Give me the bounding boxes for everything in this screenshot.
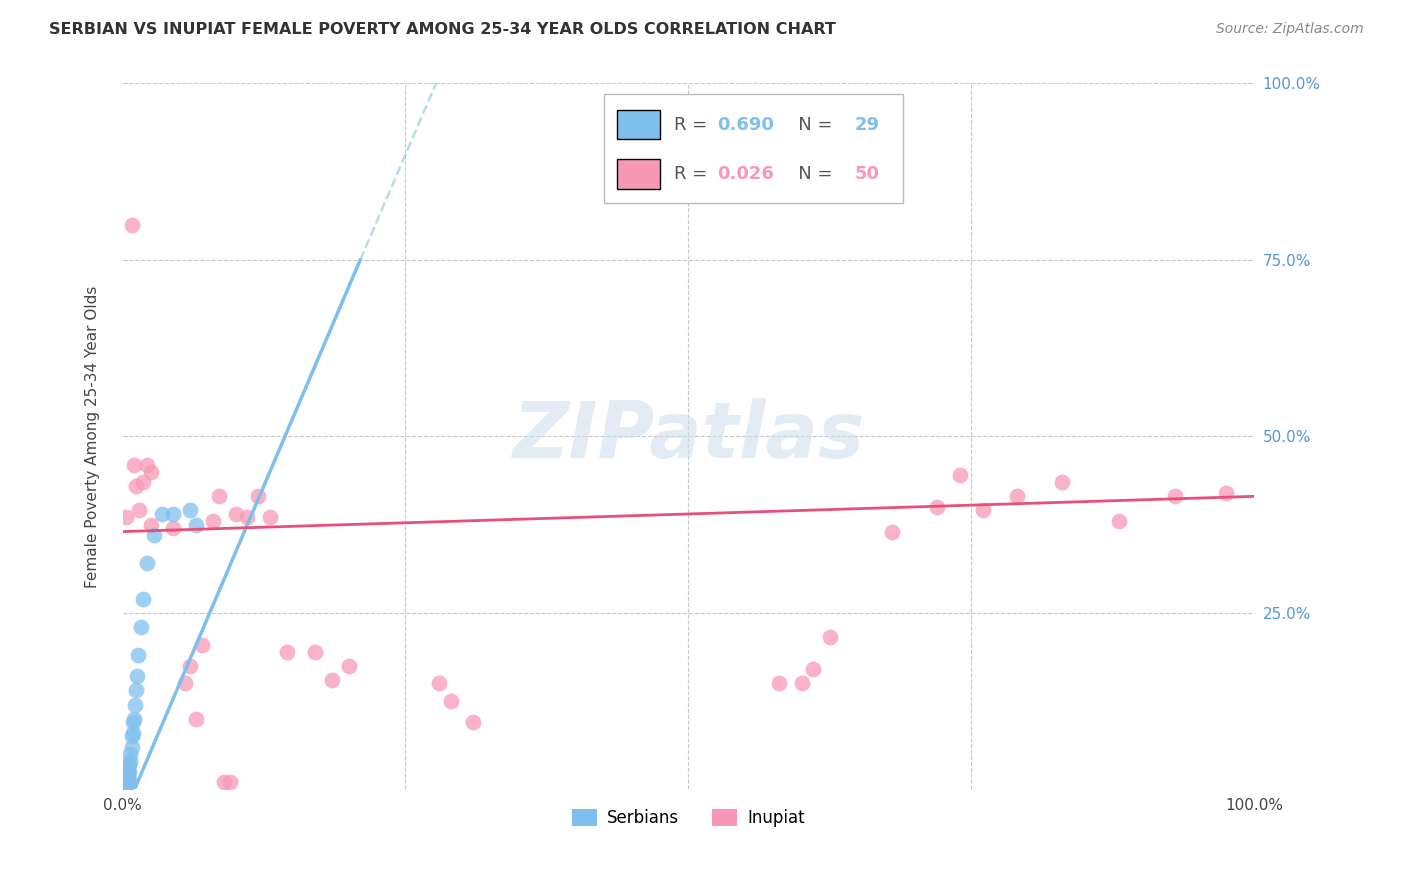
Point <box>118 757 141 772</box>
Point <box>179 658 201 673</box>
Point <box>121 725 143 739</box>
Point <box>121 715 143 730</box>
Point <box>115 772 138 786</box>
Point <box>882 524 904 539</box>
Text: 0.690: 0.690 <box>717 116 773 134</box>
Text: 50: 50 <box>855 165 880 183</box>
Point <box>124 698 146 712</box>
Point <box>1050 475 1073 490</box>
Point <box>179 503 201 517</box>
Point <box>202 514 225 528</box>
Point <box>429 676 451 690</box>
Point <box>115 768 138 782</box>
Point <box>125 479 148 493</box>
Point <box>115 775 138 789</box>
Point <box>117 772 139 786</box>
Point <box>162 521 184 535</box>
Point <box>1005 489 1028 503</box>
Text: R =: R = <box>673 116 713 134</box>
Point <box>214 775 236 789</box>
Point <box>117 768 139 782</box>
Point <box>184 517 207 532</box>
Point <box>173 676 195 690</box>
Point <box>120 754 142 768</box>
Text: SERBIAN VS INUPIAT FEMALE POVERTY AMONG 25-34 YEAR OLDS CORRELATION CHART: SERBIAN VS INUPIAT FEMALE POVERTY AMONG … <box>49 22 837 37</box>
Text: R =: R = <box>673 165 713 183</box>
Point <box>321 673 343 687</box>
Point <box>225 507 247 521</box>
Point <box>162 507 184 521</box>
Point <box>139 517 162 532</box>
Point <box>276 644 298 658</box>
Point <box>143 528 166 542</box>
Point <box>136 458 159 472</box>
Point <box>120 775 142 789</box>
Point <box>127 648 149 662</box>
Text: 29: 29 <box>855 116 880 134</box>
Point <box>337 658 360 673</box>
Point <box>972 503 994 517</box>
Point <box>118 764 141 779</box>
Point <box>115 775 138 789</box>
Point <box>121 739 143 754</box>
Point <box>114 768 136 782</box>
Point <box>132 475 155 490</box>
Point <box>127 669 149 683</box>
Y-axis label: Female Poverty Among 25-34 Year Olds: Female Poverty Among 25-34 Year Olds <box>86 285 100 588</box>
Text: 0.026: 0.026 <box>717 165 773 183</box>
FancyBboxPatch shape <box>617 159 661 189</box>
Point <box>463 715 485 730</box>
Point <box>139 465 162 479</box>
Point <box>247 489 270 503</box>
Point <box>768 676 790 690</box>
Point <box>117 761 139 775</box>
Point <box>801 662 824 676</box>
Point <box>1215 485 1237 500</box>
FancyBboxPatch shape <box>617 110 661 139</box>
Point <box>259 510 281 524</box>
Point <box>949 468 972 483</box>
Point <box>790 676 813 690</box>
Point <box>117 775 139 789</box>
Point <box>136 557 159 571</box>
Point <box>129 620 152 634</box>
Point <box>208 489 231 503</box>
Point <box>818 631 841 645</box>
Point <box>115 775 138 789</box>
Point <box>440 694 463 708</box>
Point <box>115 779 138 793</box>
Point <box>236 510 259 524</box>
FancyBboxPatch shape <box>603 94 904 203</box>
Text: N =: N = <box>782 116 838 134</box>
Point <box>115 510 138 524</box>
Point <box>927 500 949 514</box>
Point <box>1164 489 1187 503</box>
Point <box>114 775 136 789</box>
Text: N =: N = <box>782 165 838 183</box>
Point <box>121 729 143 743</box>
Point <box>128 503 150 517</box>
Text: ZIPatlas: ZIPatlas <box>512 399 865 475</box>
Point <box>304 644 326 658</box>
Point <box>184 712 207 726</box>
Point <box>1108 514 1130 528</box>
Point <box>125 683 148 698</box>
Point <box>219 775 242 789</box>
Point <box>122 712 145 726</box>
Point <box>120 747 142 761</box>
Point <box>150 507 173 521</box>
Point <box>190 638 212 652</box>
Legend: Serbians, Inupiat: Serbians, Inupiat <box>565 802 811 834</box>
Point <box>117 764 139 779</box>
Text: Source: ZipAtlas.com: Source: ZipAtlas.com <box>1216 22 1364 37</box>
Point <box>115 775 138 789</box>
Point <box>115 776 138 790</box>
Point <box>121 218 143 232</box>
Point <box>122 458 145 472</box>
Point <box>132 591 155 606</box>
